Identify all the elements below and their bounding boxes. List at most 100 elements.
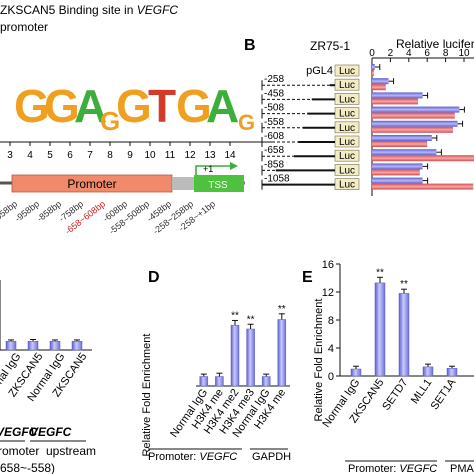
construct-label: -1058 [264,174,290,185]
plus-one-label: +1 [203,164,213,174]
panel-c-group2: VEGFC [30,425,72,439]
tss-label: TSS [208,180,228,191]
logo-letter-g2: G [44,80,80,132]
panel-a-title: ZKSCAN5 Binding site in VEGFC [0,3,178,17]
luciferase-tick-label: 8 [443,48,449,59]
logo-letter-g3: G [100,106,120,136]
luc-label: Luc [339,109,355,120]
position-label: 10 [144,150,156,161]
position-label: 4 [27,150,33,161]
tss-arrowhead [230,162,238,170]
site-labels: -1058bp-958bp-858bp-758bp-658~608bp-608b… [0,199,217,237]
position-label: 6 [67,150,73,161]
logo-letter-t: T [148,80,176,132]
red-bar [372,155,474,162]
panel-e-letter: E [302,269,313,286]
luc-label: Luc [339,151,355,162]
bar [27,341,39,351]
promoter-label: Promoter [67,177,116,191]
red-bar [372,70,374,76]
panel-d: D Relative Fold Enrichment Normal IgGH3K… [141,269,291,463]
bar [246,328,255,387]
blue-bar [372,135,432,141]
construct-label: -858 [264,159,284,170]
blue-bar [372,120,458,127]
panel-e: E Relative Fold Enrichment 0481216Normal… [302,259,474,474]
luc-label: Luc [339,66,355,77]
construct-label: -558 [264,117,284,128]
panel-e-ytick-label: 0 [328,371,334,383]
logo-letter-g1: G [14,80,50,132]
bar [398,293,410,377]
blue-bar [372,64,375,70]
significance-marker: ** [400,279,408,290]
construct-label: -458 [264,88,284,99]
significance-marker: ** [247,314,255,325]
panel-d-gapdh: GAPDH [252,451,291,463]
panel-c-group1: VEGFC [0,425,38,439]
panel-e-pma: PMA [450,463,474,474]
sequence-logo: G G A G G T G A G [14,80,255,136]
panel-e-ytick-label: 16 [322,259,334,271]
bar-label: SETD7 [380,377,410,413]
construct-label: -508 [264,103,284,114]
bar [277,319,287,387]
construct-label: -258 [264,74,284,85]
luc-label: Luc [339,80,355,91]
bar [49,341,61,351]
red-bar [372,98,418,105]
red-bar [372,84,386,91]
panel-b: B ZR75-1 Relative luciferase 0 2 4 6 8 10 Luc… [244,37,474,196]
panel-e-ytick-label: 4 [328,343,334,355]
panel-a-subtitle: promoter [0,20,48,34]
luc-box [334,64,360,77]
red-bar [372,169,420,176]
construct-label: -608 [264,131,284,142]
bar [71,341,83,351]
construct-label: -658 [264,145,284,156]
construct-rows: Luc pGL4 Luc -258 Luc -458 Luc -508 Luc -558 Luc -6… [261,64,474,191]
luc-label: Luc [339,137,355,148]
luciferase-tick-label: 2 [388,48,394,59]
logo-letter-g6: G [238,110,255,135]
logo-letter-g4: G [116,80,152,132]
bar-label: SET1A [429,376,459,412]
vector-label: pGL4 [306,65,333,77]
blue-bar [372,163,423,170]
bar [5,341,17,351]
logo-positions: 3 4 5 6 7 8 9 10 11 12 13 14 [7,142,236,161]
panel-c-bars [5,339,83,351]
panel-d-promoter: Promoter: VEGFC [148,451,237,463]
luciferase-tick-label: 0 [369,48,375,59]
luc-label: Luc [339,180,355,191]
position-label: 14 [224,150,236,161]
luciferase-tick-label: 6 [424,48,430,59]
panel-d-letter: D [148,269,160,286]
logo-letter-g5: G [176,80,212,132]
luciferase-tick-label: 4 [406,48,412,59]
logo-letter-a2: A [206,80,239,132]
panel-a: ZKSCAN5 Binding site in VEGFC promoter G… [0,3,275,236]
tss-arrow [195,165,230,175]
luc-label: Luc [339,94,355,105]
promoter-gap [172,177,194,190]
panel-e-ylabel: Relative Fold Enrichment [313,299,325,422]
panel-e-ytick-label: 8 [328,315,334,327]
luciferase-xlabel: Relative luciferase [396,37,474,51]
bar [199,376,209,387]
blue-bar [372,149,437,156]
position-label: 11 [165,150,176,161]
significance-marker: ** [231,310,239,321]
cell-line-label: ZR75-1 [310,39,350,53]
position-label: 5 [47,150,53,161]
tss-box [194,175,244,192]
panel-c-sub1: Promoter [0,444,39,458]
red-bar [372,141,428,147]
position-label: 12 [184,150,196,161]
luc-label: Luc [339,165,355,176]
panel-c-sub2: upstream [46,444,96,458]
significance-marker: ** [278,304,286,315]
